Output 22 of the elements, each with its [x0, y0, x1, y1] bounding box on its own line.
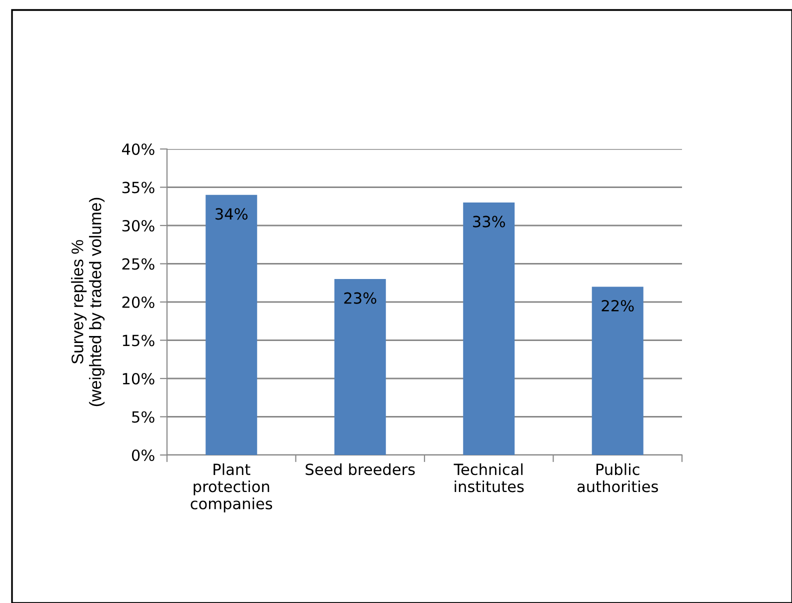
- data-label: 22%: [602, 300, 634, 312]
- bar: [592, 286, 644, 455]
- x-tick-label: Plant protection companies: [190, 463, 272, 512]
- y-tick-label: 30%: [122, 220, 154, 232]
- data-label: 33%: [473, 216, 506, 228]
- y-tick-label: 0%: [132, 449, 154, 462]
- bar: [334, 279, 386, 455]
- y-tick-label: 15%: [122, 334, 154, 346]
- y-tick-label: 35%: [122, 182, 154, 194]
- data-label: 23%: [344, 292, 376, 304]
- y-tick-label: 25%: [122, 258, 154, 270]
- y-tick-label: 20%: [122, 296, 154, 308]
- bar: [206, 194, 258, 455]
- data-label: 34%: [216, 208, 248, 220]
- y-tick-label: 40%: [122, 143, 154, 156]
- bar: [463, 202, 515, 455]
- x-tick-label: Seed breeders: [306, 463, 415, 476]
- x-tick-label: Public authorities: [577, 463, 658, 492]
- y-axis-title: Survey replies % (weighted by traded volume): [71, 198, 105, 406]
- y-tick-label: 5%: [132, 411, 154, 423]
- y-tick-label: 10%: [122, 372, 154, 385]
- x-tick-label: Technical institutes: [454, 463, 524, 492]
